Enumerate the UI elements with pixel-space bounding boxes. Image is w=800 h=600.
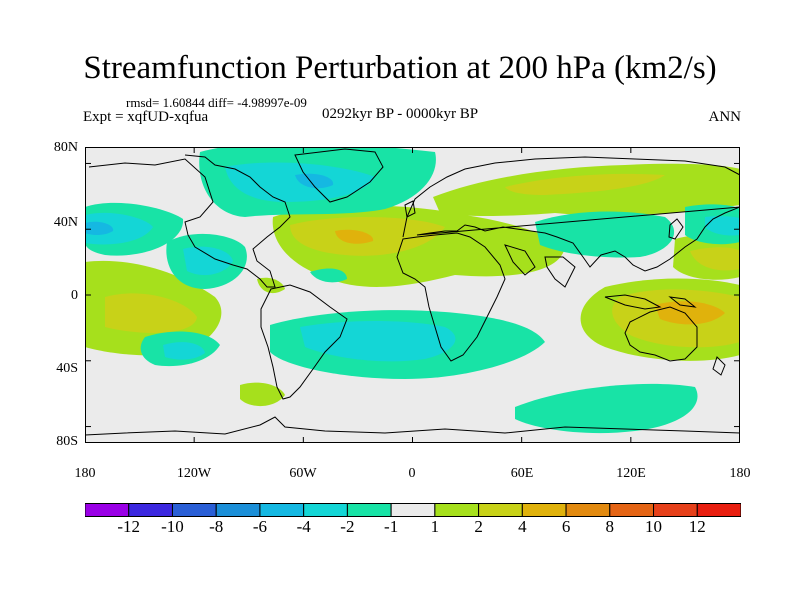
coastline-greenland — [294, 148, 384, 203]
y-tick-label: 80S — [56, 434, 78, 449]
contour-region — [705, 216, 740, 236]
contour-region — [335, 229, 374, 244]
colorbar — [85, 503, 741, 517]
x-tick-label: 120W — [176, 466, 212, 481]
contour-region — [535, 211, 675, 258]
colorbar-label: -12 — [117, 517, 141, 536]
colorbar-box — [521, 503, 567, 517]
colorbar-label: 10 — [645, 517, 663, 536]
contour-region — [163, 342, 205, 360]
contour-region — [257, 277, 285, 294]
colorbar-box — [171, 503, 217, 517]
colorbar-label: 12 — [688, 517, 706, 536]
colorbar-label: 1 — [430, 517, 440, 536]
season-label: ANN — [708, 109, 742, 125]
colorbar-box — [303, 503, 348, 517]
colorbar-box — [128, 503, 173, 517]
x-tick-label: 60E — [510, 466, 534, 481]
coastline-uk — [404, 200, 416, 218]
y-tick-label: 40N — [53, 215, 78, 230]
x-tick-label: 60W — [289, 466, 317, 481]
experiment-label: Expt = xqfUD-xqfua — [83, 109, 209, 125]
contour-region — [295, 173, 334, 189]
colorbar-box — [565, 503, 611, 517]
contour-fill-layer — [85, 147, 740, 434]
colorbar-label: 4 — [518, 517, 527, 536]
coastline-india — [504, 244, 576, 288]
contour-region — [515, 383, 698, 434]
colorbar-label: -10 — [161, 517, 184, 536]
x-tick-label: 0 — [408, 466, 416, 481]
stats-text: rmsd= 1.60844 diff= -4.98997e-09 — [126, 95, 307, 110]
coastline-japan — [668, 218, 684, 240]
colorbar-label: 6 — [561, 517, 571, 536]
colorbar-box — [346, 503, 392, 517]
coastlines — [85, 148, 740, 436]
period-label: 0292kyr BP - 0000kyr BP — [322, 106, 479, 122]
coastline-eurasia — [402, 156, 740, 272]
contour-region — [310, 268, 347, 283]
colorbar-box — [653, 503, 698, 517]
colorbar-box — [85, 503, 130, 517]
colorbar-box — [696, 503, 741, 517]
contour-region — [300, 321, 456, 362]
contour-region — [105, 293, 197, 333]
colorbar-label: 8 — [605, 517, 615, 536]
coastline-australia — [624, 306, 698, 362]
x-tick-label: 180 — [74, 466, 96, 481]
coastline-antarctica — [85, 416, 740, 436]
x-tick-label: 180 — [729, 466, 751, 481]
coastline-africa — [396, 232, 506, 362]
y-tick-label: 40S — [56, 361, 78, 376]
contour-region — [240, 382, 285, 407]
colorbar-label: -1 — [384, 517, 399, 536]
colorbar-box — [259, 503, 305, 517]
colorbar-label: -2 — [340, 517, 355, 536]
contour-region — [505, 173, 665, 195]
contour-region — [655, 301, 725, 325]
coastline-indonesia — [604, 294, 697, 310]
colorbar-box — [434, 503, 480, 517]
map-plot — [85, 147, 740, 443]
contour-region — [85, 221, 114, 235]
y-tick-label: 80N — [53, 140, 78, 155]
contour-region — [85, 212, 153, 245]
x-tick-label: 120E — [616, 466, 646, 481]
colorbar-label: 2 — [474, 517, 483, 536]
colorbar-box — [215, 503, 261, 517]
y-tick-label: 0 — [71, 288, 78, 303]
coastline-new-zealand — [712, 356, 726, 376]
coastline-north-america — [88, 154, 291, 288]
plot-title: Streamfunction Perturbation at 200 hPa (… — [83, 50, 717, 86]
colorbar-box — [390, 503, 436, 517]
colorbar-label: -8 — [209, 517, 224, 536]
contour-region — [183, 246, 233, 276]
colorbar-box — [609, 503, 655, 517]
colorbar-label: -4 — [296, 517, 311, 536]
colorbar-label: -6 — [252, 517, 268, 536]
axis-ticks — [85, 147, 740, 443]
coastline-south-america — [260, 284, 348, 400]
colorbar-box — [478, 503, 523, 517]
contour-region — [690, 247, 740, 271]
